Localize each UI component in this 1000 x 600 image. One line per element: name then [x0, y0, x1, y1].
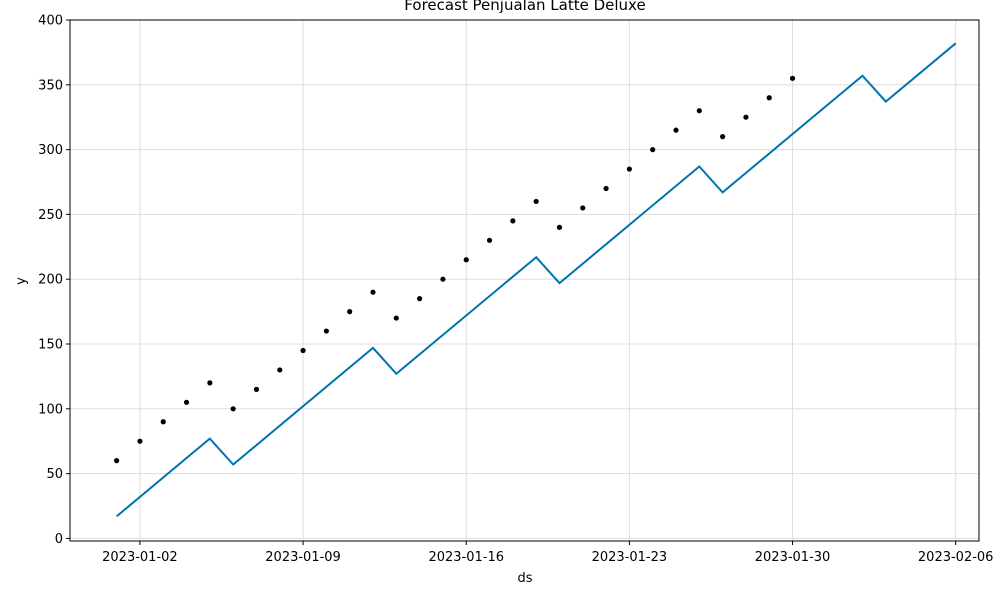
y-tick-label: 50 — [46, 467, 63, 482]
actual-point — [137, 438, 143, 444]
x-axis-label: ds — [517, 571, 532, 586]
x-tick-label: 2023-01-30 — [755, 550, 831, 565]
actual-point — [486, 237, 493, 243]
actual-point — [556, 224, 563, 230]
y-tick-label: 350 — [38, 78, 63, 93]
actual-point — [393, 315, 399, 321]
actual-point — [720, 134, 726, 140]
y-tick-label: 400 — [38, 14, 63, 29]
x-tick-label: 2023-01-09 — [265, 550, 341, 565]
actual-point — [300, 347, 306, 354]
x-tick-label: 2023-02-06 — [918, 550, 994, 565]
actual-point — [696, 108, 702, 114]
y-tick-label: 300 — [38, 143, 63, 158]
actual-point — [160, 419, 166, 425]
actual-point — [183, 399, 190, 405]
actual-point — [510, 218, 516, 224]
actual-point — [533, 198, 539, 205]
grid-layer — [70, 19, 979, 541]
actual-point — [463, 257, 469, 263]
tick-layer: 2023-01-02 2023-01-09 2023-01-16 2023-01-23… — [38, 14, 993, 566]
actual-point — [253, 386, 260, 392]
actual-point — [673, 127, 679, 133]
forecast-line — [115, 42, 957, 518]
actual-point — [347, 309, 353, 315]
y-tick-label: 200 — [38, 273, 63, 288]
x-tick-label: 2023-01-16 — [428, 550, 504, 565]
actual-point — [743, 114, 749, 120]
actual-point — [230, 406, 236, 412]
y-axis-label: y — [14, 277, 29, 285]
x-tick-label: 2023-01-23 — [592, 550, 668, 565]
actual-point — [603, 185, 609, 192]
actual-point — [766, 95, 772, 101]
actual-point — [323, 328, 329, 334]
y-tick-label: 100 — [38, 402, 63, 417]
actual-point — [440, 276, 446, 282]
actual-points-layer — [114, 75, 796, 464]
actual-point — [114, 458, 120, 464]
actual-point — [277, 367, 283, 373]
actual-point — [207, 380, 213, 386]
actual-point — [789, 75, 796, 81]
y-tick-label: 0 — [55, 532, 63, 547]
actual-point — [580, 205, 586, 211]
forecast-line-layer — [115, 42, 957, 518]
plot-frame — [69, 19, 980, 542]
y-tick-label: 150 — [38, 338, 63, 353]
actual-point — [417, 296, 423, 302]
y-tick-label: 250 — [38, 208, 63, 223]
actual-point — [626, 166, 632, 172]
chart-title: Forecast Penjualan Latte Deluxe — [404, 0, 645, 14]
actual-point — [650, 147, 656, 153]
actual-point — [370, 289, 376, 295]
x-tick-label: 2023-01-02 — [102, 550, 178, 565]
